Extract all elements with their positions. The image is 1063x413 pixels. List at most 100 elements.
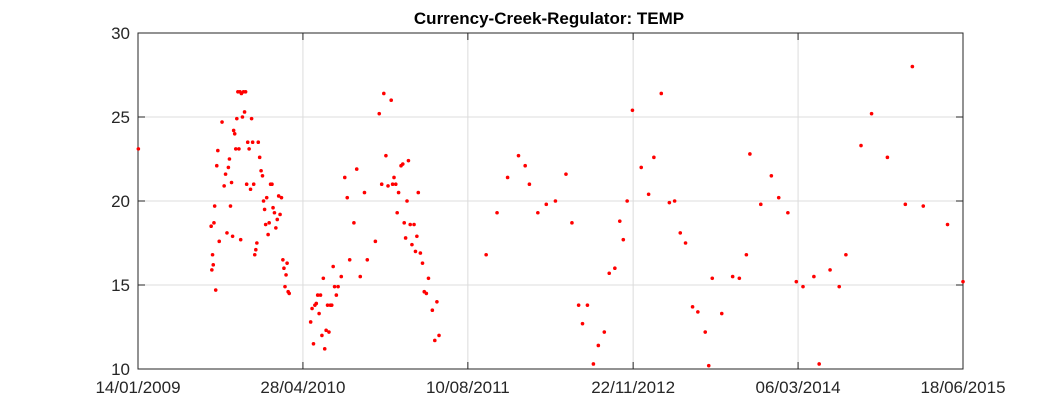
data-point [243, 90, 248, 94]
data-point [382, 91, 386, 96]
data-point [259, 168, 263, 173]
data-point [311, 342, 316, 346]
data-point [401, 162, 405, 166]
data-point [828, 268, 832, 272]
data-point [776, 195, 781, 200]
data-point [231, 128, 236, 133]
data-point [659, 91, 664, 96]
data-point [262, 207, 267, 212]
data-point [812, 274, 816, 279]
data-point [329, 303, 334, 307]
data-point [278, 212, 282, 217]
data-point [250, 140, 255, 144]
data-point [786, 210, 790, 215]
data-point [274, 226, 278, 230]
data-point [233, 147, 238, 151]
data-point [495, 210, 499, 215]
data-point [332, 284, 337, 289]
data-point [570, 221, 574, 225]
data-point [264, 195, 269, 200]
data-point [254, 247, 258, 252]
data-point [227, 157, 232, 161]
data-point [384, 153, 388, 158]
data-point [536, 210, 540, 215]
data-point [379, 182, 384, 186]
data-point [321, 276, 326, 281]
data-point [257, 155, 262, 160]
data-point [396, 190, 401, 195]
data-point [672, 199, 677, 203]
data-point [318, 293, 323, 297]
x-tick-label: 22/11/2012 [591, 378, 675, 397]
x-tick-label: 06/03/2014 [756, 378, 841, 397]
data-point [377, 111, 382, 116]
data-point [336, 284, 340, 289]
data-point [553, 199, 558, 203]
chart-title: Currency-Creek-Regulator: TEMP [414, 9, 684, 28]
data-point [412, 222, 416, 227]
data-point [678, 231, 683, 235]
data-point [794, 279, 799, 284]
data-point [223, 172, 228, 176]
data-point [544, 202, 549, 207]
data-point [621, 237, 626, 242]
data-point [625, 199, 629, 203]
data-point [386, 184, 390, 188]
data-point [617, 219, 622, 223]
data-point [373, 239, 378, 244]
data-point [252, 252, 257, 257]
data-point [216, 148, 220, 153]
data-point [591, 362, 596, 366]
data-point [267, 221, 271, 225]
data-point [416, 190, 421, 195]
data-point [266, 232, 270, 237]
data-point [235, 116, 239, 121]
data-point [690, 305, 695, 309]
data-point [744, 252, 749, 257]
data-point [402, 221, 407, 225]
data-point [310, 306, 314, 311]
data-point [706, 363, 711, 368]
data-point [210, 252, 215, 257]
data-point [667, 200, 672, 205]
data-point [961, 279, 965, 284]
data-point [276, 194, 281, 198]
data-point [345, 195, 350, 200]
y-tick-label: 20 [111, 192, 130, 211]
data-point [801, 284, 805, 289]
y-tick-label: 15 [111, 276, 130, 295]
data-point [225, 231, 229, 235]
data-point [136, 147, 141, 151]
data-point [505, 175, 510, 180]
data-point [580, 321, 585, 326]
data-point [859, 143, 863, 148]
data-point [242, 110, 247, 114]
data-point [910, 64, 915, 69]
data-point [362, 190, 367, 195]
data-point [639, 165, 644, 170]
data-point [737, 276, 742, 281]
data-point [433, 338, 437, 343]
y-tick-label: 25 [111, 108, 130, 127]
x-tick-label: 18/06/2015 [920, 378, 1005, 397]
data-point [408, 222, 412, 227]
data-point [405, 199, 409, 203]
data-point [212, 221, 216, 225]
data-point [232, 132, 237, 136]
data-point [703, 330, 708, 334]
data-point [696, 310, 700, 314]
grid-layer [138, 33, 963, 369]
data-point [413, 249, 418, 254]
data-point [484, 252, 488, 257]
y-tick-label: 10 [111, 360, 130, 379]
data-point [837, 284, 842, 289]
data-point [334, 293, 339, 297]
data-point [769, 174, 774, 178]
data-point [758, 202, 763, 207]
x-tick-label: 10/08/2011 [426, 378, 510, 397]
data-point [261, 199, 266, 203]
data-point [903, 202, 908, 207]
data-point [209, 224, 213, 228]
data-point [576, 303, 581, 307]
data-point [389, 98, 393, 102]
